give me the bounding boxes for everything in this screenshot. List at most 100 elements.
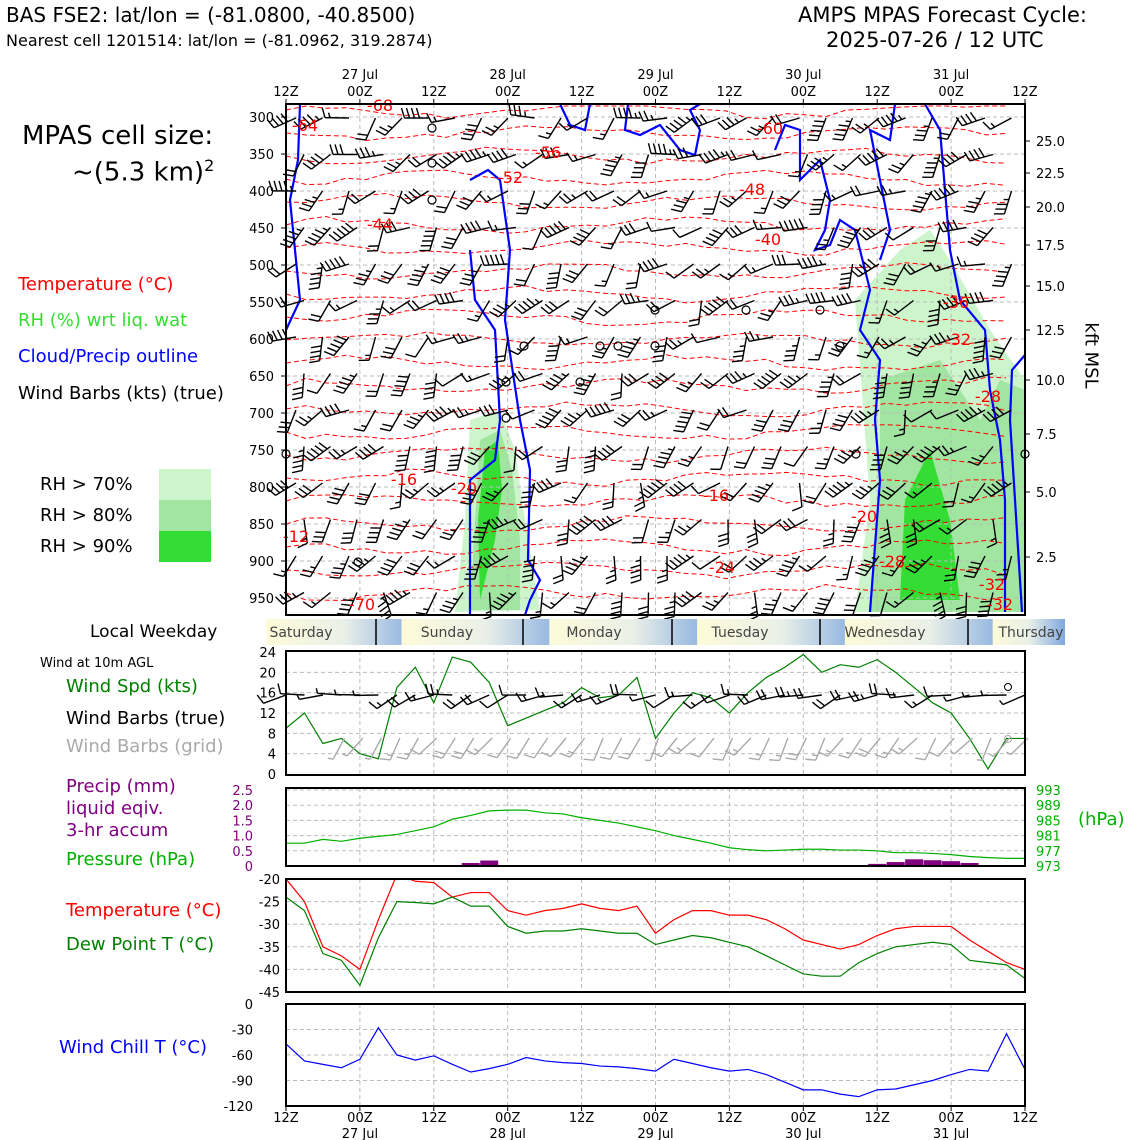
barb-full [942, 221, 949, 232]
wind-barb [538, 117, 562, 140]
weekday-band [697, 619, 865, 645]
barb-shaft [613, 555, 617, 580]
barb-full [546, 281, 558, 285]
barb-full [968, 566, 979, 570]
wind-barb-true [256, 694, 287, 704]
kft-tick-label: 2.5 [1036, 551, 1057, 566]
barb-full [995, 578, 1006, 581]
barb-full [841, 294, 848, 304]
barb-full [673, 556, 683, 565]
barb-full [783, 378, 793, 386]
barb-full [503, 469, 515, 474]
barb-half [661, 569, 668, 573]
barb-shaft [406, 737, 419, 760]
barb-full [412, 188, 422, 197]
barb-full [729, 373, 738, 382]
weekday-label: Local Weekday [90, 622, 218, 642]
barb-full [332, 448, 342, 457]
wind-barb [733, 446, 756, 469]
barb-full [982, 488, 992, 497]
wind-barb [591, 336, 615, 359]
barb-full [922, 686, 928, 697]
barb-shaft [881, 190, 906, 197]
barb-full [831, 347, 842, 353]
barb-full [837, 243, 848, 249]
barb-full [723, 197, 733, 205]
wind-barb [354, 443, 384, 460]
x-tick-label-top: 12Z [717, 85, 743, 100]
barb-full [782, 520, 792, 529]
barb-full [379, 126, 390, 133]
barb-full [575, 387, 587, 391]
wind-barb [503, 446, 517, 474]
wind-barb [426, 482, 456, 498]
barb-full [745, 563, 755, 572]
barb-full [771, 254, 777, 266]
barb-full [620, 349, 631, 354]
barb-full [688, 318, 700, 322]
barb-full [815, 292, 821, 303]
wind-barb [902, 263, 933, 276]
barb-full [951, 295, 959, 305]
barb-full [617, 755, 629, 760]
wind-barb [993, 190, 1013, 215]
barb-shaft [571, 263, 589, 283]
barb-half [761, 557, 767, 562]
cloud-outline [559, 103, 592, 132]
barb-full [850, 415, 860, 424]
barb-full [814, 157, 824, 165]
barb-full [858, 410, 868, 419]
barb-half [889, 569, 895, 573]
pressure-tick-label: 800 [249, 481, 274, 496]
barb-half [608, 242, 614, 246]
wind-barb-true [847, 690, 878, 703]
barb-full [447, 469, 458, 472]
wind-barb [563, 482, 589, 504]
barb-shaft [969, 299, 994, 304]
barb-full [483, 405, 491, 416]
wind-barb [637, 257, 668, 273]
barb-shaft [375, 373, 385, 397]
wind-barb-grid [712, 737, 734, 761]
rh80-label: RH > 80% [40, 505, 133, 526]
barb-half [683, 196, 690, 200]
barb-full [522, 491, 533, 494]
wind-barb [748, 482, 774, 503]
weekday-band [992, 619, 1065, 645]
temperature-contour [285, 401, 1007, 418]
barb-shaft [336, 226, 358, 242]
wind-barb [638, 110, 668, 122]
barb-full [520, 500, 531, 504]
wind-barb [377, 263, 403, 284]
barb-full [411, 300, 420, 310]
barb-full [845, 231, 856, 236]
barb-full [324, 260, 332, 271]
barb-full [498, 684, 503, 696]
barb-full [680, 458, 691, 463]
barb-shaft [807, 555, 827, 572]
barb-full [433, 274, 444, 280]
barb-full [910, 347, 921, 353]
wind-barb [600, 154, 623, 177]
barb-full [734, 370, 743, 380]
barb-full [383, 212, 394, 215]
barb-shaft [935, 336, 959, 345]
barb-half [503, 518, 509, 524]
barb-shaft [376, 227, 385, 251]
barb-full [291, 396, 303, 401]
barb-full [267, 487, 276, 496]
barb-shaft [292, 154, 305, 177]
barb-full [425, 334, 433, 344]
wind-barb [746, 519, 759, 549]
barb-shaft [491, 482, 509, 502]
barb-full [956, 256, 962, 267]
barb-full [695, 268, 706, 276]
barb-full [703, 152, 711, 162]
barb-shaft [798, 482, 803, 507]
barb-full [784, 354, 796, 357]
wind-barb [522, 227, 544, 251]
wind-barb [430, 263, 456, 284]
barb-shaft [771, 446, 782, 469]
barb-half [534, 298, 540, 304]
barb-shaft [711, 227, 729, 246]
